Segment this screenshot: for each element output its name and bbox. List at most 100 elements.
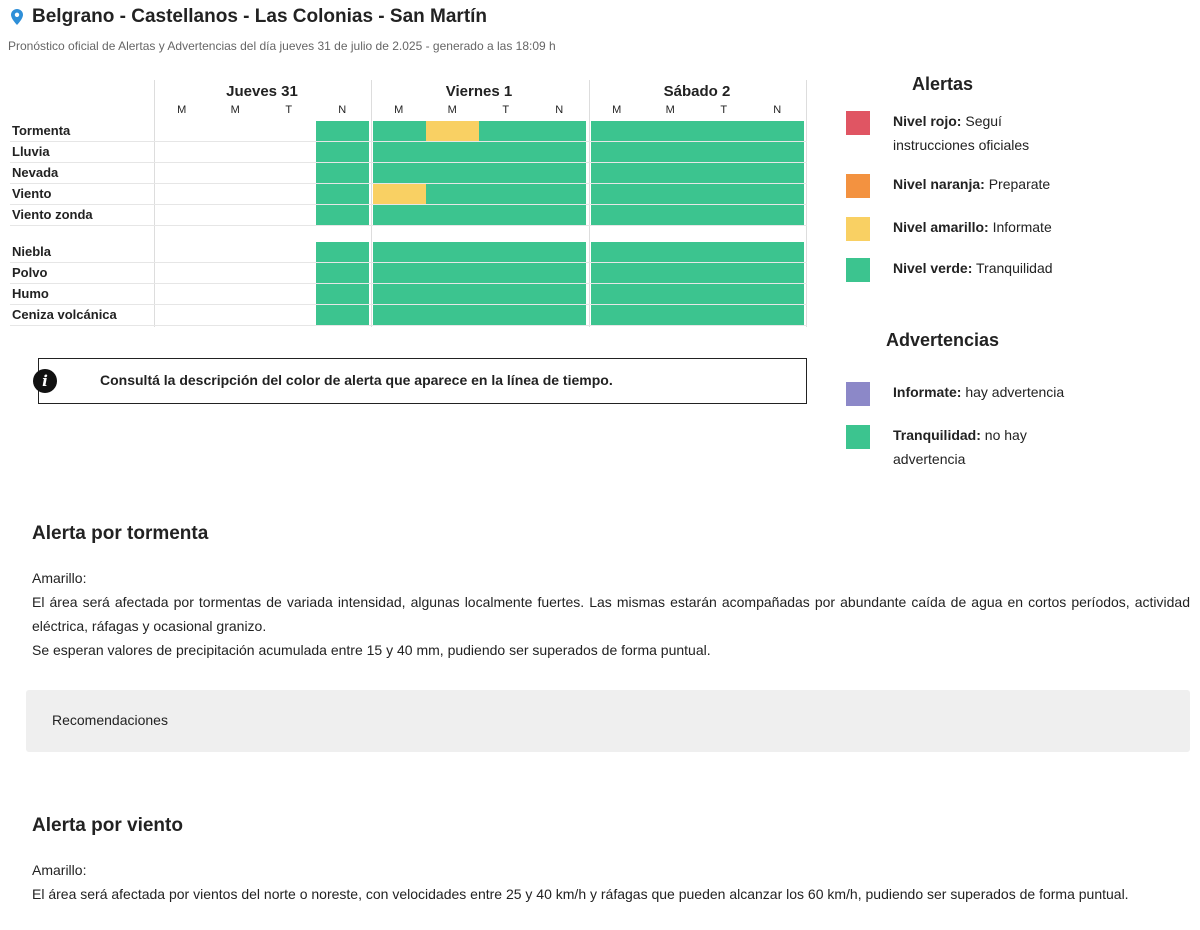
alert-cell: [532, 163, 586, 183]
row-divider: [10, 262, 807, 263]
alert-cell: [697, 205, 751, 225]
alert-cell: [750, 163, 804, 183]
alert-cell: [209, 184, 263, 204]
alert-cell: [156, 305, 209, 325]
period-label: M: [665, 104, 675, 116]
alert-cell: [425, 205, 479, 225]
alert-cell: [532, 205, 586, 225]
alert-cell: [532, 121, 586, 141]
info-box: i Consultá la descripción del color de a…: [33, 358, 807, 404]
recommendations[interactable]: Recomendaciones: [26, 690, 1190, 752]
alert-cell: [425, 163, 479, 183]
period-label: T: [285, 104, 293, 116]
alert-cell: [591, 163, 644, 183]
period-label: N: [773, 104, 782, 116]
alert-cell: [591, 242, 644, 262]
paragraph: El área será afectada por vientos del no…: [32, 886, 1129, 902]
alert-cell: [643, 184, 697, 204]
alert-cell: [750, 142, 804, 162]
day-divider: [154, 80, 155, 327]
alert-cell: [591, 263, 644, 283]
alert-cell: [750, 242, 804, 262]
alert-cell: [262, 242, 316, 262]
alert-cell: [591, 121, 644, 141]
alert-cell: [209, 121, 263, 141]
alert-cell: [262, 284, 316, 304]
alert-cell: [425, 305, 479, 325]
alert-cell: [697, 263, 751, 283]
alert-cell: [643, 284, 697, 304]
alert-cell: [209, 284, 263, 304]
alert-cell: [156, 242, 209, 262]
section-title: Alerta por viento: [32, 815, 183, 836]
alert-cell: [209, 205, 263, 225]
alert-cell: [697, 142, 751, 162]
alert-cell: [262, 163, 316, 183]
legend-desc: Seguí instrucciones oficiales: [893, 113, 1030, 153]
alert-cell: [373, 163, 426, 183]
day-header: Viernes 1: [445, 83, 513, 100]
alert-cell: [156, 205, 209, 225]
alert-cell: [643, 163, 697, 183]
row-divider: [10, 162, 807, 163]
alert-cell: [315, 205, 369, 225]
subtitle: Pronóstico oficial de Alertas y Adverten…: [8, 39, 556, 53]
alert-level: Amarillo:: [32, 570, 87, 586]
period-label: T: [502, 104, 510, 116]
period-label: T: [720, 104, 728, 116]
alert-cell: [209, 142, 263, 162]
period-label: M: [612, 104, 622, 116]
alert-cell: [156, 142, 209, 162]
alert-cell: [591, 142, 644, 162]
legend-swatch: [846, 425, 870, 449]
day-divider: [589, 80, 590, 327]
alert-cell: [425, 121, 479, 141]
alert-cell: [750, 284, 804, 304]
legend-text: Tranquilidad: no hay advertencia: [893, 423, 1083, 471]
alert-cell: [479, 163, 533, 183]
alert-cell: [373, 121, 426, 141]
legend-label: Nivel naranja:: [893, 176, 985, 192]
alert-cell: [209, 263, 263, 283]
legend-swatch: [846, 382, 870, 406]
alert-cell: [262, 263, 316, 283]
alert-cell: [697, 121, 751, 141]
alert-cell: [750, 184, 804, 204]
paragraph: Se esperan valores de precipitación acum…: [32, 642, 711, 658]
alert-cell: [643, 142, 697, 162]
pin-icon: [11, 9, 23, 25]
legend-label: Nivel rojo:: [893, 113, 962, 129]
alert-cell: [315, 121, 369, 141]
period-label: M: [177, 104, 187, 116]
row-label: Ceniza volcánica: [12, 307, 117, 322]
row-divider: [10, 325, 807, 326]
legend-text: Nivel verde: Tranquilidad: [893, 256, 1083, 280]
alert-level: Amarillo:: [32, 862, 87, 878]
alert-cell: [262, 184, 316, 204]
alert-cell: [643, 205, 697, 225]
alert-cell: [156, 263, 209, 283]
alert-cell: [315, 284, 369, 304]
day-header: Sábado 2: [663, 83, 731, 100]
alert-cell: [697, 184, 751, 204]
alert-cell: [373, 142, 426, 162]
alert-cell: [373, 263, 426, 283]
alert-cell: [156, 284, 209, 304]
alert-cell: [591, 205, 644, 225]
period-label: M: [394, 104, 404, 116]
legend-label: Informate:: [893, 384, 962, 400]
alert-cell: [373, 242, 426, 262]
legend-title: Alertas: [911, 74, 974, 94]
alert-cell: [532, 284, 586, 304]
alert-cell: [156, 121, 209, 141]
alert-section: Alerta por tormenta Amarillo: El área será…: [32, 522, 1190, 662]
alert-cell: [156, 184, 209, 204]
alert-cell: [643, 305, 697, 325]
legend-desc: hay advertencia: [965, 384, 1065, 400]
legend-desc: Tranquilidad: [976, 260, 1053, 276]
alert-cell: [425, 184, 479, 204]
row-divider: [10, 204, 807, 205]
period-label: N: [338, 104, 347, 116]
alert-cell: [315, 142, 369, 162]
